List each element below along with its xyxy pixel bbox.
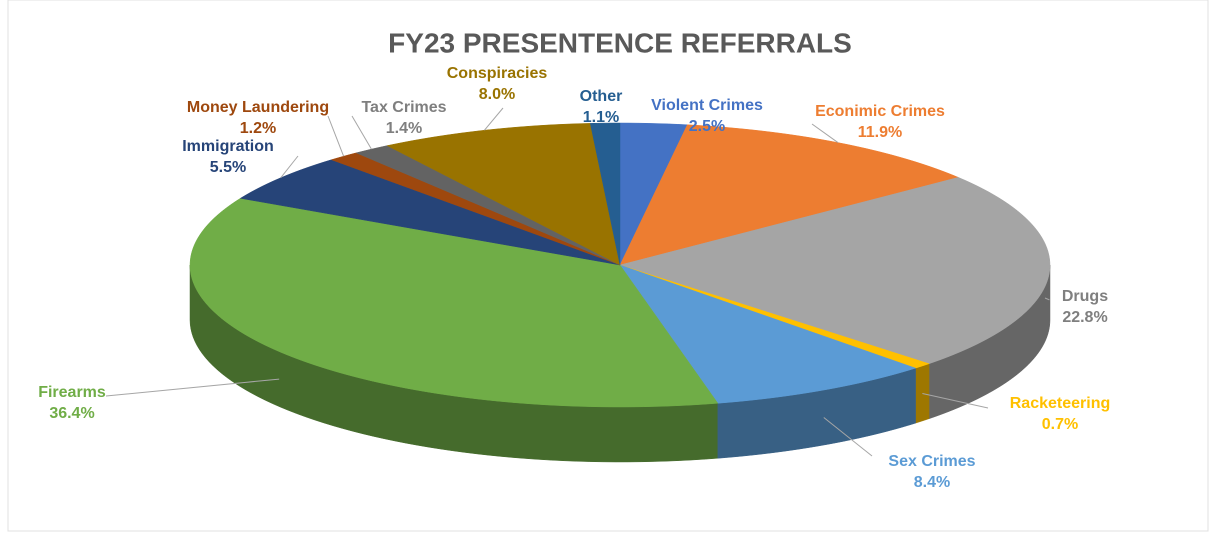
category-label: Conspiracies [447,65,548,82]
slice [619,264,917,404]
leader-line [280,155,299,179]
value-label: 1.4% [386,120,422,137]
leader-line [351,115,372,150]
value-label: 36.4% [49,405,94,422]
value-label: 22.8% [1062,309,1107,326]
category-label: Drugs [1062,288,1108,305]
category-label: Sex Crimes [888,453,975,470]
leader-line [105,378,280,397]
leader-line [327,115,345,157]
leader-line [1044,297,1050,301]
value-label: 1.1% [583,109,619,126]
category-label: Firearms [38,384,106,401]
category-label: Money Laundering [187,99,329,116]
value-label: 8.0% [479,86,515,103]
value-label: 11.9% [858,124,902,141]
value-label: 2.5% [689,118,725,135]
category-label: Tax Crimes [361,99,446,116]
leader-line [823,417,873,457]
category-label: Econimic Crimes [815,103,945,120]
category-label: Violent Crimes [651,97,763,114]
value-label: 5.5% [210,159,246,176]
slice [589,122,621,266]
value-label: 0.7% [1042,416,1078,433]
leader-line [484,107,504,131]
chart-title: FY23 PRESENTENCE REFERRALS [388,27,852,58]
slice-side [915,363,930,424]
value-label: 1.2% [240,120,276,137]
leader-line [811,123,839,143]
slice [619,177,1051,365]
category-label: Immigration [182,138,274,155]
slice [386,123,621,266]
slice [189,198,719,408]
leader-line [922,392,989,409]
value-label: 8.4% [914,474,950,491]
category-label: Racketeering [1010,395,1111,412]
category-label: Other [580,88,623,105]
